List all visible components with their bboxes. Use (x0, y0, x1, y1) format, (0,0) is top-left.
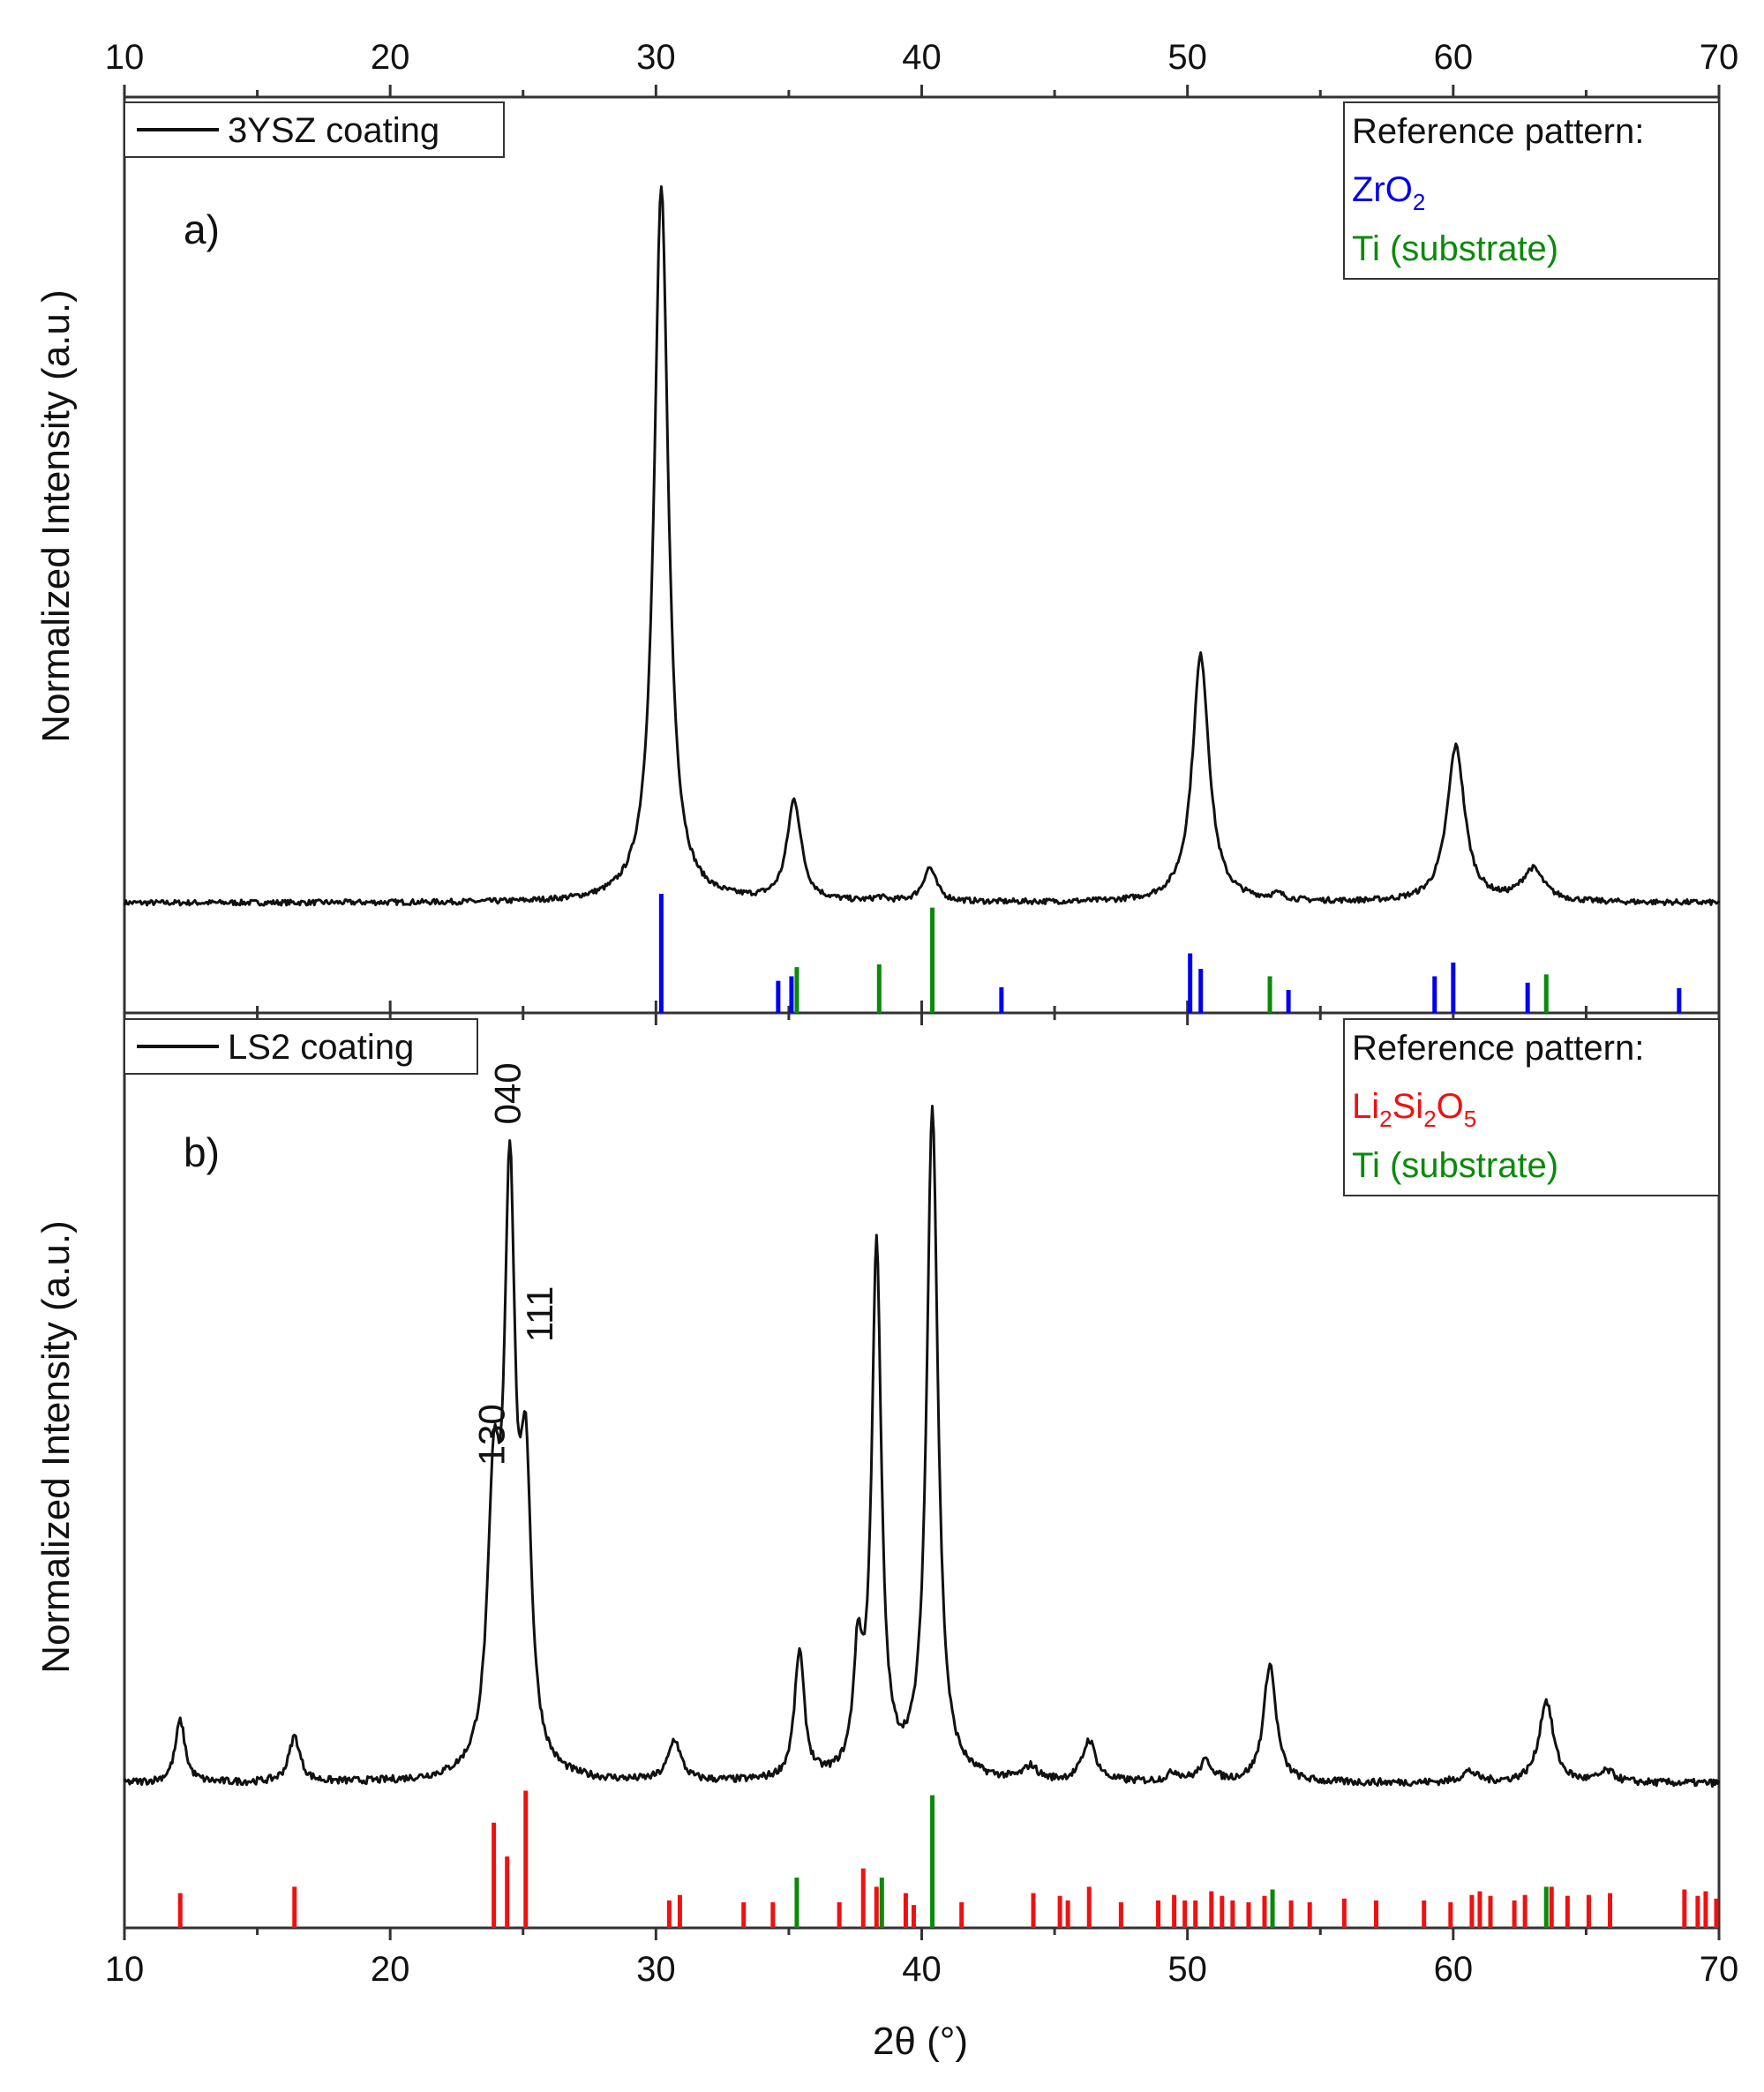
bottom-tick-label-20: 20 (371, 1950, 410, 1989)
top-tick-label-20: 20 (371, 38, 410, 77)
xrd-trace-b (123, 1105, 1721, 1788)
y-axis-label-b: Normalized Intensity (a.u.) (34, 1220, 78, 1674)
top-tick-label-40: 40 (902, 38, 942, 77)
ref-item-ti-b: Ti (substrate) (1352, 1146, 1558, 1185)
ref-item-zro2: ZrO2 (1352, 170, 1425, 215)
ref-item-ti-a: Ti (substrate) (1352, 229, 1558, 268)
bottom-tick-label-40: 40 (902, 1950, 942, 1989)
peak-label-040: 040 (487, 1062, 529, 1124)
legend-label-b: LS2 coating (228, 1028, 414, 1067)
top-tick-label-10: 10 (105, 38, 145, 77)
bottom-x-tick-labels: 10 20 30 40 50 60 70 (105, 1950, 1739, 1989)
legend-series-a: 3YSZ coating (124, 101, 505, 158)
ref-title-b: Reference pattern: (1352, 1029, 1644, 1068)
legend-reference-a: Reference pattern: ZrO2 Ti (substrate) (1343, 101, 1720, 280)
top-tick-label-30: 30 (636, 38, 676, 77)
bottom-tick-label-50: 50 (1167, 1950, 1207, 1989)
panel-label-b: b) (184, 1129, 220, 1175)
y-axis-label-a: Normalized Intensity (a.u.) (34, 289, 78, 743)
legend-label-a: 3YSZ coating (228, 111, 439, 150)
x-axis-label: 2θ (°) (873, 2020, 968, 2063)
panel-b-data (123, 1105, 1721, 1928)
peak-label-130: 130 (471, 1404, 513, 1466)
top-tick-label-50: 50 (1167, 38, 1207, 77)
legend-reference-b: Reference pattern: Li2Si2O5 Ti (substrat… (1343, 1018, 1720, 1196)
data-layer (123, 185, 1721, 1928)
panel-label-a: a) (184, 206, 220, 252)
bottom-tick-label-10: 10 (105, 1950, 145, 1989)
panel-a-data (123, 185, 1721, 1013)
peak-label-111: 111 (519, 1286, 560, 1342)
legend-series-b: LS2 coating (124, 1018, 478, 1075)
top-tick-label-60: 60 (1434, 38, 1474, 77)
top-x-tick-labels: 10 20 30 40 50 60 70 (105, 38, 1739, 77)
bottom-tick-label-70: 70 (1700, 1950, 1739, 1989)
bottom-tick-label-30: 30 (636, 1950, 676, 1989)
ref-item-li2si2o5: Li2Si2O5 (1352, 1087, 1476, 1132)
top-tick-label-70: 70 (1700, 38, 1739, 77)
bottom-tick-label-60: 60 (1434, 1950, 1474, 1989)
ref-title-a: Reference pattern: (1352, 112, 1644, 151)
xrd-trace-a (123, 185, 1721, 907)
